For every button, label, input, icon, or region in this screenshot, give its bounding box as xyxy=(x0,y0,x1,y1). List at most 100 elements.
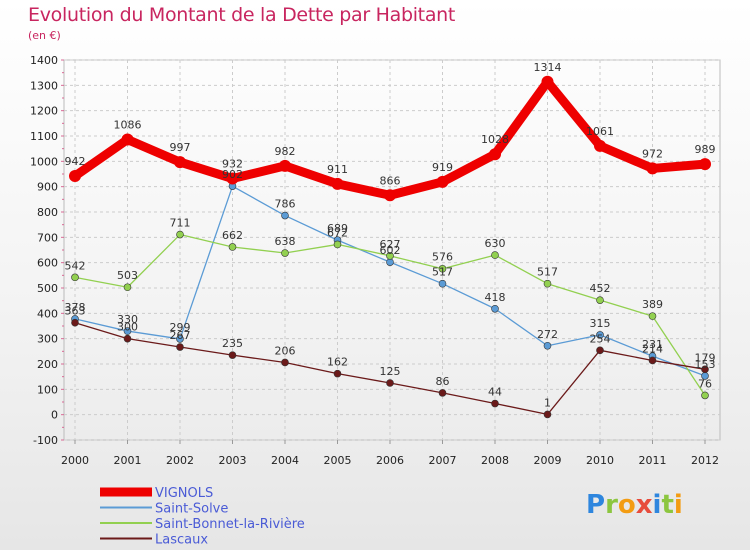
data-label: 576 xyxy=(432,251,453,264)
legend-label: Saint-Bonnet-la-Rivière xyxy=(155,517,305,532)
data-label: 153 xyxy=(695,358,716,371)
data-label: 1028 xyxy=(481,133,509,146)
data-point xyxy=(543,341,552,350)
data-point xyxy=(333,240,342,249)
data-point xyxy=(491,399,499,408)
data-label: 330 xyxy=(117,313,138,326)
y-tick-label: 800 xyxy=(37,206,58,219)
data-point xyxy=(438,264,447,273)
data-point xyxy=(386,252,394,260)
x-tick-label: 2005 xyxy=(324,454,352,467)
data-label: 711 xyxy=(170,217,191,230)
data-point xyxy=(386,379,394,387)
data-label: 517 xyxy=(432,266,453,279)
y-tick-label: 200 xyxy=(37,358,58,371)
data-point xyxy=(701,391,709,400)
data-point xyxy=(489,148,501,161)
data-label: 866 xyxy=(380,174,401,187)
data-label: 1061 xyxy=(586,125,614,138)
y-tick-label: 1000 xyxy=(30,155,58,168)
data-point xyxy=(333,369,342,378)
data-point xyxy=(646,162,659,175)
data-label: 982 xyxy=(275,145,296,158)
y-tick-label: 0 xyxy=(51,409,58,422)
data-label: 662 xyxy=(222,229,243,242)
data-label: 542 xyxy=(65,259,86,272)
data-point xyxy=(541,75,554,88)
legend-label: Saint-Solve xyxy=(155,502,228,517)
data-label: 1 xyxy=(544,396,551,409)
x-tick-label: 2010 xyxy=(586,454,614,467)
data-point xyxy=(438,279,447,288)
data-label: 911 xyxy=(327,163,348,176)
data-label: 418 xyxy=(485,291,506,304)
legend-label: Lascaux xyxy=(155,533,208,548)
data-point xyxy=(123,327,132,335)
y-tick-label: 1400 xyxy=(30,54,58,67)
data-point xyxy=(281,358,289,367)
legend: VIGNOLSSaint-SolveSaint-Bonnet-la-Rivièr… xyxy=(100,486,305,548)
data-label: 300 xyxy=(117,321,138,334)
data-label: 602 xyxy=(380,244,401,257)
data-label: 86 xyxy=(436,375,450,388)
data-point xyxy=(648,312,657,320)
data-point xyxy=(226,172,239,185)
data-point xyxy=(176,230,184,239)
data-point xyxy=(228,351,237,359)
proxiti-logo: Proxiti xyxy=(586,490,683,520)
data-point xyxy=(386,258,394,266)
data-point xyxy=(228,243,237,251)
data-point xyxy=(174,156,186,169)
data-label: 997 xyxy=(170,141,191,154)
y-tick-label: 300 xyxy=(37,333,58,346)
data-label: 630 xyxy=(485,237,506,250)
data-point xyxy=(123,334,132,343)
y-tick-label: 500 xyxy=(37,282,58,295)
data-label: 44 xyxy=(488,386,502,399)
data-point xyxy=(279,159,291,172)
data-label: 989 xyxy=(695,143,716,156)
x-tick-label: 2004 xyxy=(271,454,299,467)
y-tick-label: 1100 xyxy=(30,130,58,143)
y-tick-label: 400 xyxy=(37,307,58,320)
x-tick-label: 2002 xyxy=(166,454,194,467)
chart-subtitle: (en €) xyxy=(28,29,61,42)
x-tick-label: 2001 xyxy=(114,454,142,467)
y-tick-label: 1300 xyxy=(30,79,58,92)
data-point xyxy=(596,346,604,355)
data-point xyxy=(596,331,604,339)
data-point xyxy=(384,189,396,202)
y-tick-label: 600 xyxy=(37,257,58,270)
data-label: 503 xyxy=(117,269,138,282)
data-label: 689 xyxy=(327,222,348,235)
data-point xyxy=(491,304,499,313)
data-label: 363 xyxy=(65,305,86,318)
y-tick-label: 100 xyxy=(37,383,58,396)
data-label: 179 xyxy=(695,351,716,364)
data-point xyxy=(331,177,344,190)
x-tick-label: 2003 xyxy=(219,454,247,467)
data-point xyxy=(281,249,289,257)
x-tick-label: 2007 xyxy=(429,454,457,467)
y-tick-label: -100 xyxy=(33,434,58,447)
data-label: 1086 xyxy=(114,119,142,132)
data-point xyxy=(436,175,449,188)
data-label: 272 xyxy=(537,328,558,341)
series-layer xyxy=(69,75,711,419)
data-label-layer: 942 1086 997 932 982 911 866 919 1028 1314 1061 972… xyxy=(65,61,716,410)
data-label: 919 xyxy=(432,161,453,174)
data-label: 902 xyxy=(222,168,243,181)
data-point xyxy=(648,356,657,365)
data-label: 162 xyxy=(327,356,348,369)
axis-layer: -100 0 100 200 300 400 500 600 700 800 900 1000 1100… xyxy=(30,54,719,467)
x-tick-label: 2011 xyxy=(639,454,667,467)
data-label: 214 xyxy=(642,342,663,355)
data-point xyxy=(594,139,606,152)
data-label: 254 xyxy=(590,332,611,345)
data-point xyxy=(71,318,79,327)
grid-layer xyxy=(63,59,721,441)
x-tick-label: 2006 xyxy=(376,454,404,467)
data-point xyxy=(71,273,79,282)
data-label: 972 xyxy=(642,147,663,160)
